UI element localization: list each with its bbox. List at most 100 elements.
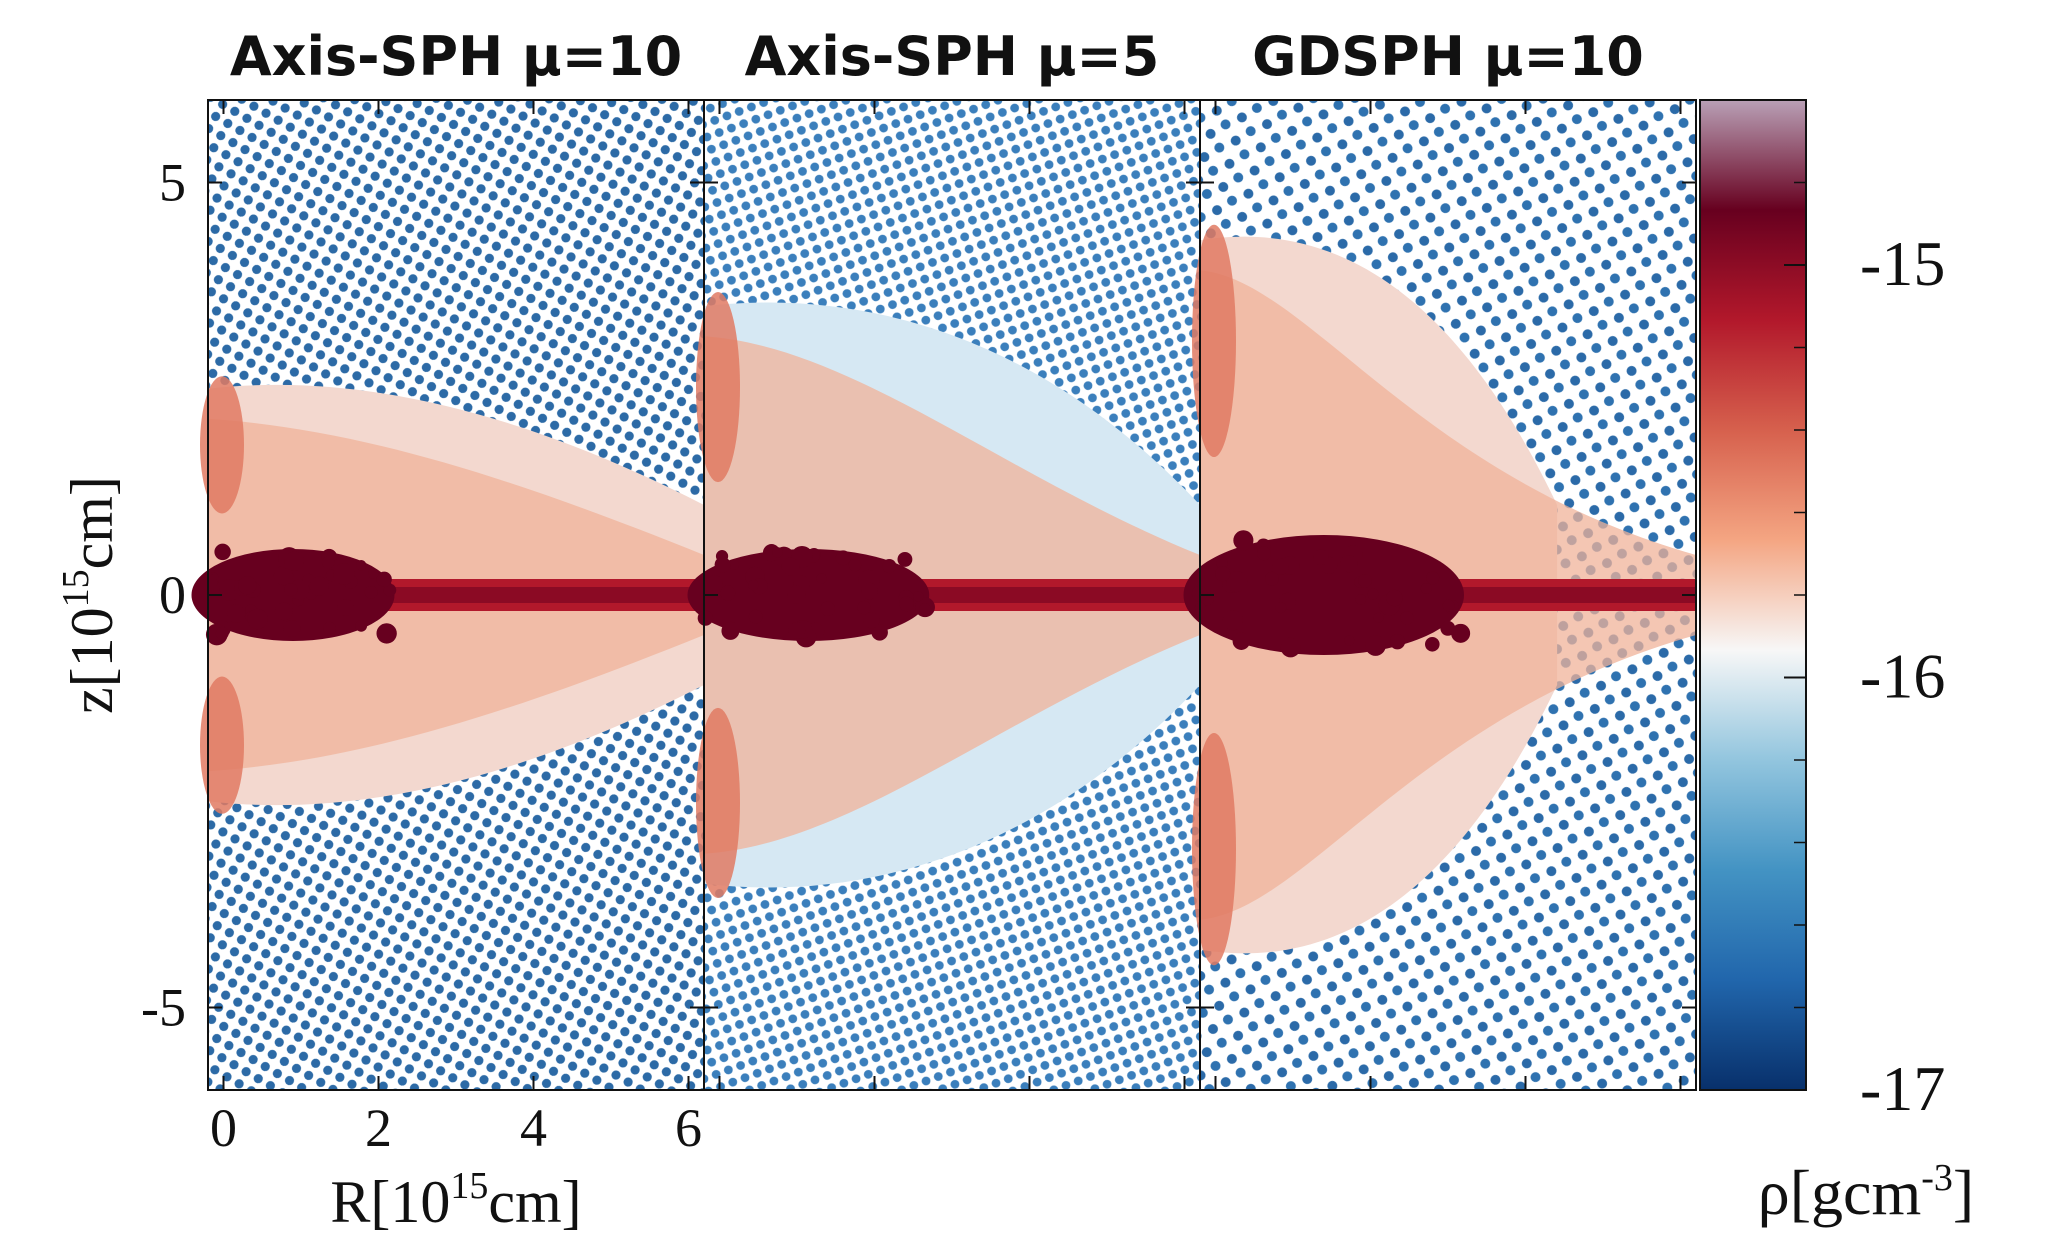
colorbar: -15 -16 -17 ρ[gcm-3] — [1699, 99, 1974, 1228]
panels-layer: Axis-SPH μ=10 Axis-SPH μ=5 GDSPH μ=10 — [191, 25, 1697, 1091]
core-particle — [1265, 571, 1279, 586]
panel-title: Axis-SPH μ=10 — [230, 25, 682, 88]
core-particle — [714, 556, 731, 573]
core-particle — [720, 585, 736, 601]
lower-hot-spot — [1192, 732, 1236, 966]
core-particle — [1272, 558, 1289, 575]
colorbar-tick-label: -16 — [1860, 641, 1945, 712]
core-particle — [284, 551, 305, 572]
core-particle — [1222, 610, 1244, 631]
core-particle — [1232, 632, 1251, 650]
core-particle — [273, 565, 294, 586]
core-particle — [1344, 635, 1355, 646]
core-particle — [861, 582, 878, 600]
core-particle — [1389, 634, 1406, 650]
core-particle — [899, 596, 914, 612]
core-particle — [748, 609, 763, 624]
core-particle — [721, 621, 740, 640]
core-particle — [1425, 636, 1440, 652]
y-tick-label: -5 — [141, 978, 186, 1038]
core-particle — [697, 610, 714, 626]
core-particle — [729, 559, 740, 570]
core-particle — [1340, 555, 1358, 573]
core-particle — [1426, 571, 1440, 585]
core-particle — [283, 619, 301, 638]
core-particle — [226, 604, 246, 623]
core-particle — [848, 558, 862, 572]
core-particle — [337, 599, 355, 616]
core-particle — [364, 585, 378, 599]
core-particle — [1275, 602, 1287, 614]
dense-jet-core — [1183, 535, 1464, 655]
lower-hot-spot — [200, 676, 244, 814]
colorbar-gradient — [1699, 99, 1807, 1091]
core-particle — [368, 568, 379, 579]
core-particle — [816, 573, 827, 584]
core-particle — [247, 608, 268, 630]
core-particle — [1226, 571, 1248, 593]
core-particle — [772, 547, 783, 558]
core-particle — [1215, 565, 1231, 582]
core-particle — [355, 559, 367, 571]
core-particle — [787, 585, 806, 605]
core-particle — [707, 575, 723, 592]
upper-hot-spot — [1192, 224, 1236, 458]
core-particle — [1400, 611, 1414, 625]
core-particle — [1280, 637, 1301, 658]
core-particle — [820, 601, 836, 617]
core-particle — [1365, 635, 1386, 656]
core-particle — [897, 552, 913, 567]
core-particle — [214, 543, 231, 561]
core-particle — [748, 579, 759, 591]
x-tick-label: 0 — [210, 1098, 237, 1158]
x-tick-label: 6 — [675, 1098, 702, 1158]
core-particle — [871, 624, 888, 641]
core-particle — [333, 563, 355, 585]
core-particle — [383, 583, 397, 597]
panel-title: Axis-SPH μ=5 — [745, 25, 1160, 88]
x-tick-label: 4 — [520, 1098, 547, 1158]
x-tick-label: 2 — [365, 1098, 392, 1158]
y-tick-label: 5 — [159, 153, 186, 213]
colorbar-tick-label: -15 — [1860, 228, 1945, 299]
panel-title: GDSPH μ=10 — [1252, 25, 1644, 88]
core-particle — [863, 612, 880, 629]
panel-2: Axis-SPH μ=5 — [687, 25, 1201, 1091]
upper-hot-spot — [200, 376, 244, 514]
panel-3: GDSPH μ=10 — [1183, 25, 1697, 1091]
core-particle — [1367, 588, 1379, 600]
core-particle — [1420, 583, 1432, 595]
y-axis-label: z[1015cm] — [55, 476, 125, 714]
core-particle — [376, 571, 392, 587]
core-particle — [781, 557, 800, 576]
colorbar-tick-label: -17 — [1860, 1053, 1945, 1124]
y-tick-label: 0 — [159, 565, 186, 625]
core-particle — [1233, 530, 1254, 551]
lower-hot-spot — [696, 707, 740, 898]
core-particle — [912, 591, 924, 602]
upper-hot-spot — [696, 292, 740, 483]
core-particle — [882, 558, 897, 574]
core-particle — [1451, 623, 1471, 643]
core-particle — [1355, 594, 1367, 605]
core-particle — [215, 626, 229, 640]
core-particle — [788, 622, 806, 639]
core-particle — [1313, 549, 1329, 566]
core-particle — [274, 602, 293, 621]
core-particle — [1256, 546, 1271, 561]
core-particle — [323, 621, 337, 635]
core-particle — [355, 620, 368, 632]
core-particle — [835, 550, 851, 566]
core-particle — [321, 555, 335, 569]
x-axis-label: R[1015cm] — [330, 1165, 581, 1235]
core-particle — [857, 600, 871, 615]
core-particle — [1442, 599, 1455, 612]
core-particle — [1373, 612, 1384, 623]
core-particle — [919, 603, 932, 616]
core-particle — [376, 623, 397, 644]
core-particle — [1358, 573, 1372, 588]
core-particle — [1386, 589, 1403, 607]
core-particle — [284, 582, 298, 597]
panel-1: Axis-SPH μ=10 — [191, 25, 705, 1091]
